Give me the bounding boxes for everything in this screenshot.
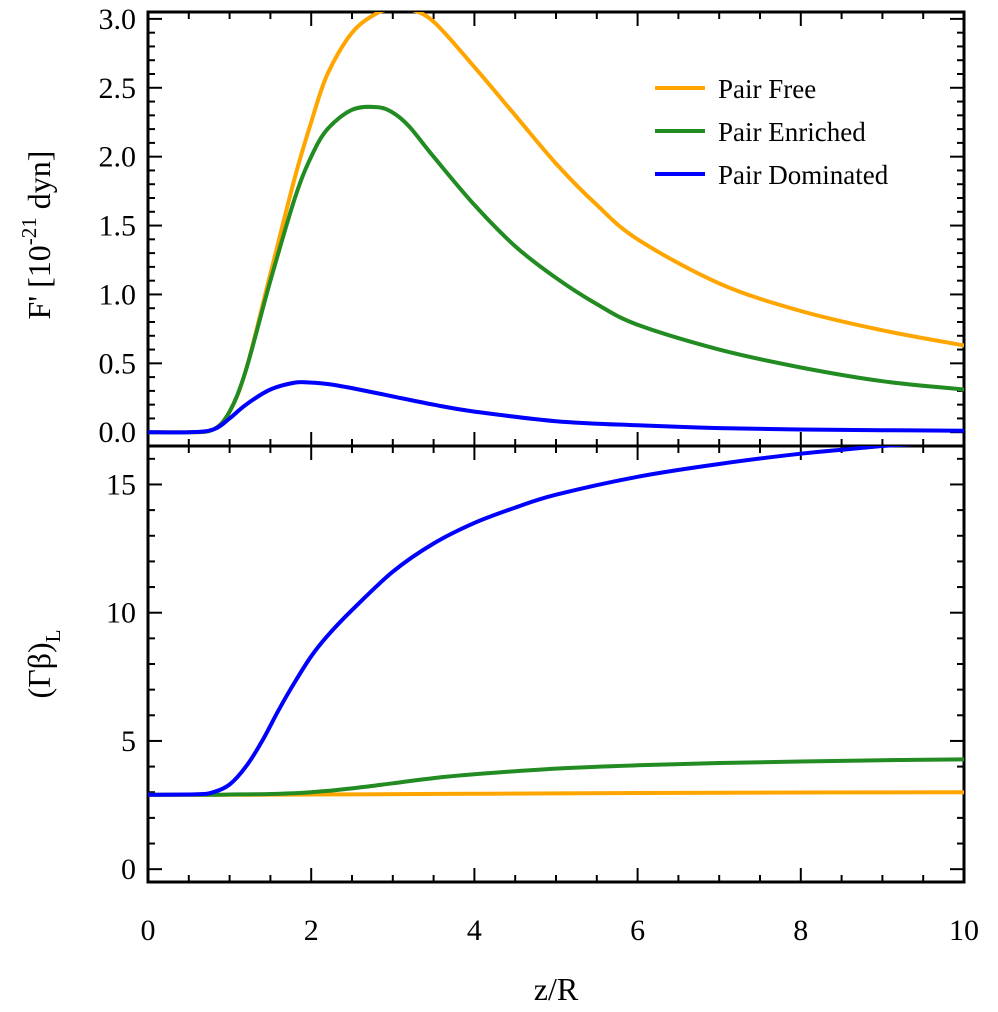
legend: Pair Free Pair Enriched Pair Dominated [655, 74, 889, 190]
bottom-y-tick-label: 5 [121, 725, 136, 758]
top-series-pair-free [148, 12, 964, 435]
top-y-tick-label: 2.5 [99, 72, 137, 105]
bottom-panel-series [148, 446, 964, 797]
top-y-tick-label: 1.5 [99, 210, 137, 243]
legend-label-pair-dominated: Pair Dominated [718, 160, 889, 190]
x-tick-label: 8 [793, 914, 808, 947]
legend-label-pair-enriched: Pair Enriched [718, 117, 866, 147]
top-y-axis-title: F' [10-21 dyn] [17, 151, 57, 320]
x-tick-label: 10 [949, 914, 979, 947]
x-tick-label: 4 [467, 914, 482, 947]
x-tick-label: 2 [304, 914, 319, 947]
top-y-tick-label: 1.0 [99, 278, 137, 311]
bottom-panel-frame [146, 444, 966, 884]
x-tick-label: 6 [630, 914, 645, 947]
bottom-y-tick-label: 15 [106, 468, 136, 501]
x-tick-label: 0 [141, 914, 156, 947]
bottom-y-tick-label: 10 [106, 597, 136, 630]
top-y-tick-label: 2.0 [99, 141, 137, 174]
x-axis-title: z/R [534, 971, 579, 1007]
top-panel-ticks: 0.0 0.5 1.0 1.5 2.0 2.5 3.0 [99, 3, 965, 449]
top-panel-series [148, 12, 964, 435]
bottom-series-pair-enriched [148, 757, 964, 797]
legend-label-pair-free: Pair Free [718, 74, 816, 104]
top-panel-frame [146, 10, 966, 448]
top-series-pair-enriched [148, 104, 964, 435]
bottom-series-pair-dominated [148, 446, 914, 797]
top-y-tick-label: 0.0 [99, 416, 137, 449]
bottom-y-axis-title: (Γβ)L [21, 630, 65, 699]
top-y-tick-label: 0.5 [99, 347, 137, 380]
top-y-tick-label: 3.0 [99, 3, 137, 36]
top-series-pair-dominated [148, 380, 964, 435]
bottom-y-tick-label: 0 [121, 853, 136, 886]
bottom-panel-ticks: 0 5 10 15 0 2 4 6 8 10 [106, 446, 979, 947]
